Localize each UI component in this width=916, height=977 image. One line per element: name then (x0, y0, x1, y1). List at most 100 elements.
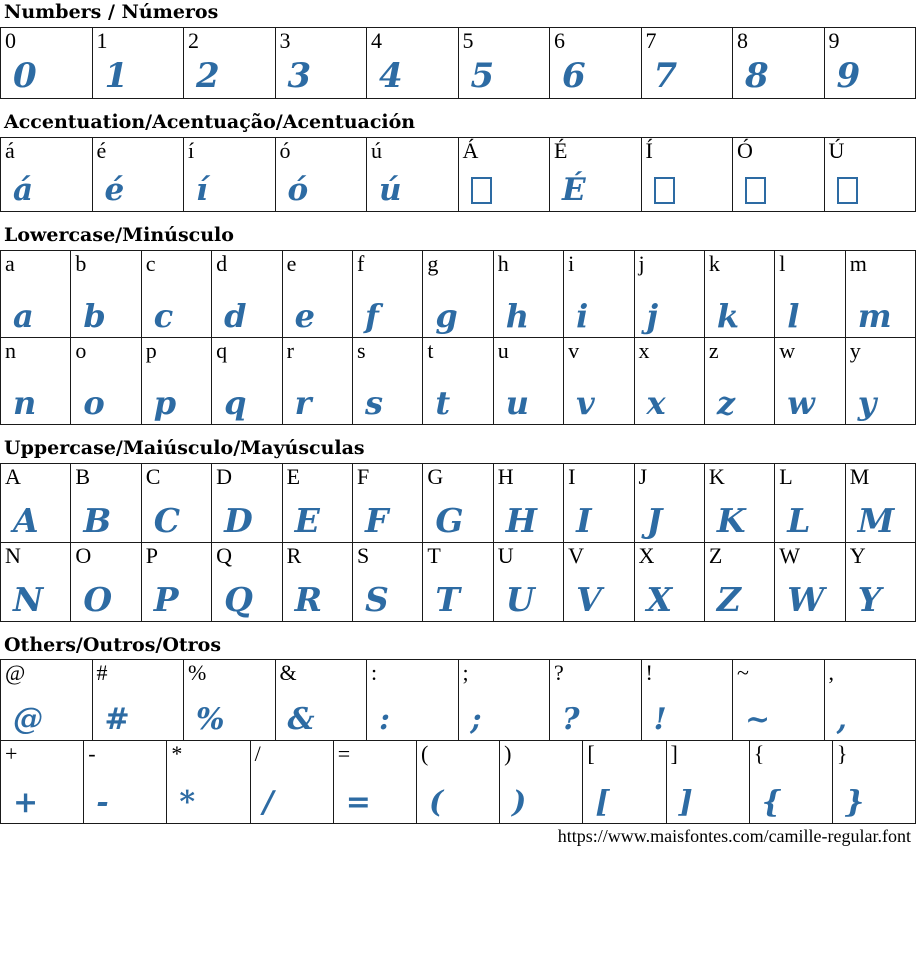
font-glyph: D (212, 504, 281, 542)
reference-char: ; (459, 660, 550, 684)
glyph-cell: :: (367, 660, 459, 741)
font-glyph: é (93, 175, 184, 211)
reference-char: I (564, 464, 633, 488)
font-glyph: p (142, 387, 211, 424)
font-glyph: i (564, 300, 633, 337)
reference-char: ] (667, 741, 749, 765)
font-glyph: c (142, 300, 211, 337)
reference-char: ) (500, 741, 582, 765)
reference-char: w (775, 338, 844, 362)
reference-char: ? (550, 660, 641, 684)
font-glyph: z (705, 387, 774, 424)
reference-char: i (564, 251, 633, 275)
missing-glyph-box (745, 177, 766, 204)
font-glyph: ; (459, 705, 550, 740)
reference-char: 2 (184, 28, 275, 52)
font-glyph: x (635, 387, 704, 424)
glyph-cell: Ó (733, 138, 825, 212)
reference-char: ú (367, 138, 458, 162)
reference-char: z (705, 338, 774, 362)
font-glyph: s (353, 387, 422, 424)
font-glyph: f (353, 300, 422, 337)
reference-char: N (1, 543, 70, 567)
font-glyph: O (71, 583, 140, 621)
font-glyph: T (423, 583, 492, 621)
font-glyph: M (846, 504, 915, 542)
reference-char: 7 (642, 28, 733, 52)
font-glyph: h (494, 300, 563, 337)
font-glyph: = (334, 788, 416, 823)
font-glyph: g (423, 300, 492, 337)
reference-char: Í (642, 138, 733, 162)
reference-char: } (833, 741, 915, 765)
glyph-cell: [[ (583, 741, 666, 824)
font-glyph: / (251, 788, 333, 823)
reference-char: l (775, 251, 844, 275)
font-glyph: 2 (184, 59, 275, 98)
glyph-cell: ?? (550, 660, 642, 741)
reference-char: q (212, 338, 281, 362)
font-glyph: í (184, 175, 275, 211)
reference-char: t (423, 338, 492, 362)
font-glyph: L (775, 504, 844, 542)
reference-char: W (775, 543, 844, 567)
section-title: Numbers / Números (4, 2, 916, 23)
font-glyph: t (423, 387, 492, 424)
font-glyph: ) (500, 788, 582, 823)
reference-char: V (564, 543, 633, 567)
font-glyph: j (635, 300, 704, 337)
font-section: Others/Outros/Otros@@##%%&&::;;??!!~~,,+… (0, 635, 916, 825)
reference-char: O (71, 543, 140, 567)
reference-char: Ó (733, 138, 824, 162)
reference-char: % (184, 660, 275, 684)
font-glyph: & (276, 705, 367, 740)
reference-char: x (635, 338, 704, 362)
font-glyph: * (167, 788, 249, 823)
reference-char: ! (642, 660, 733, 684)
reference-char: É (550, 138, 641, 162)
reference-char: ó (276, 138, 367, 162)
font-glyph: 6 (550, 59, 641, 98)
reference-char: @ (1, 660, 92, 684)
glyph-cell: -- (84, 741, 167, 824)
font-glyph: W (775, 583, 844, 621)
font-glyph: ] (667, 788, 749, 823)
glyph-cell: ]] (667, 741, 750, 824)
font-glyph: X (635, 583, 704, 621)
reference-char: f (353, 251, 422, 275)
glyph-cell: }} (833, 741, 916, 824)
reference-char: + (1, 741, 83, 765)
reference-char: L (775, 464, 844, 488)
glyph-cell: !! (642, 660, 734, 741)
font-glyph: 3 (276, 59, 367, 98)
reference-char: S (353, 543, 422, 567)
reference-char: í (184, 138, 275, 162)
